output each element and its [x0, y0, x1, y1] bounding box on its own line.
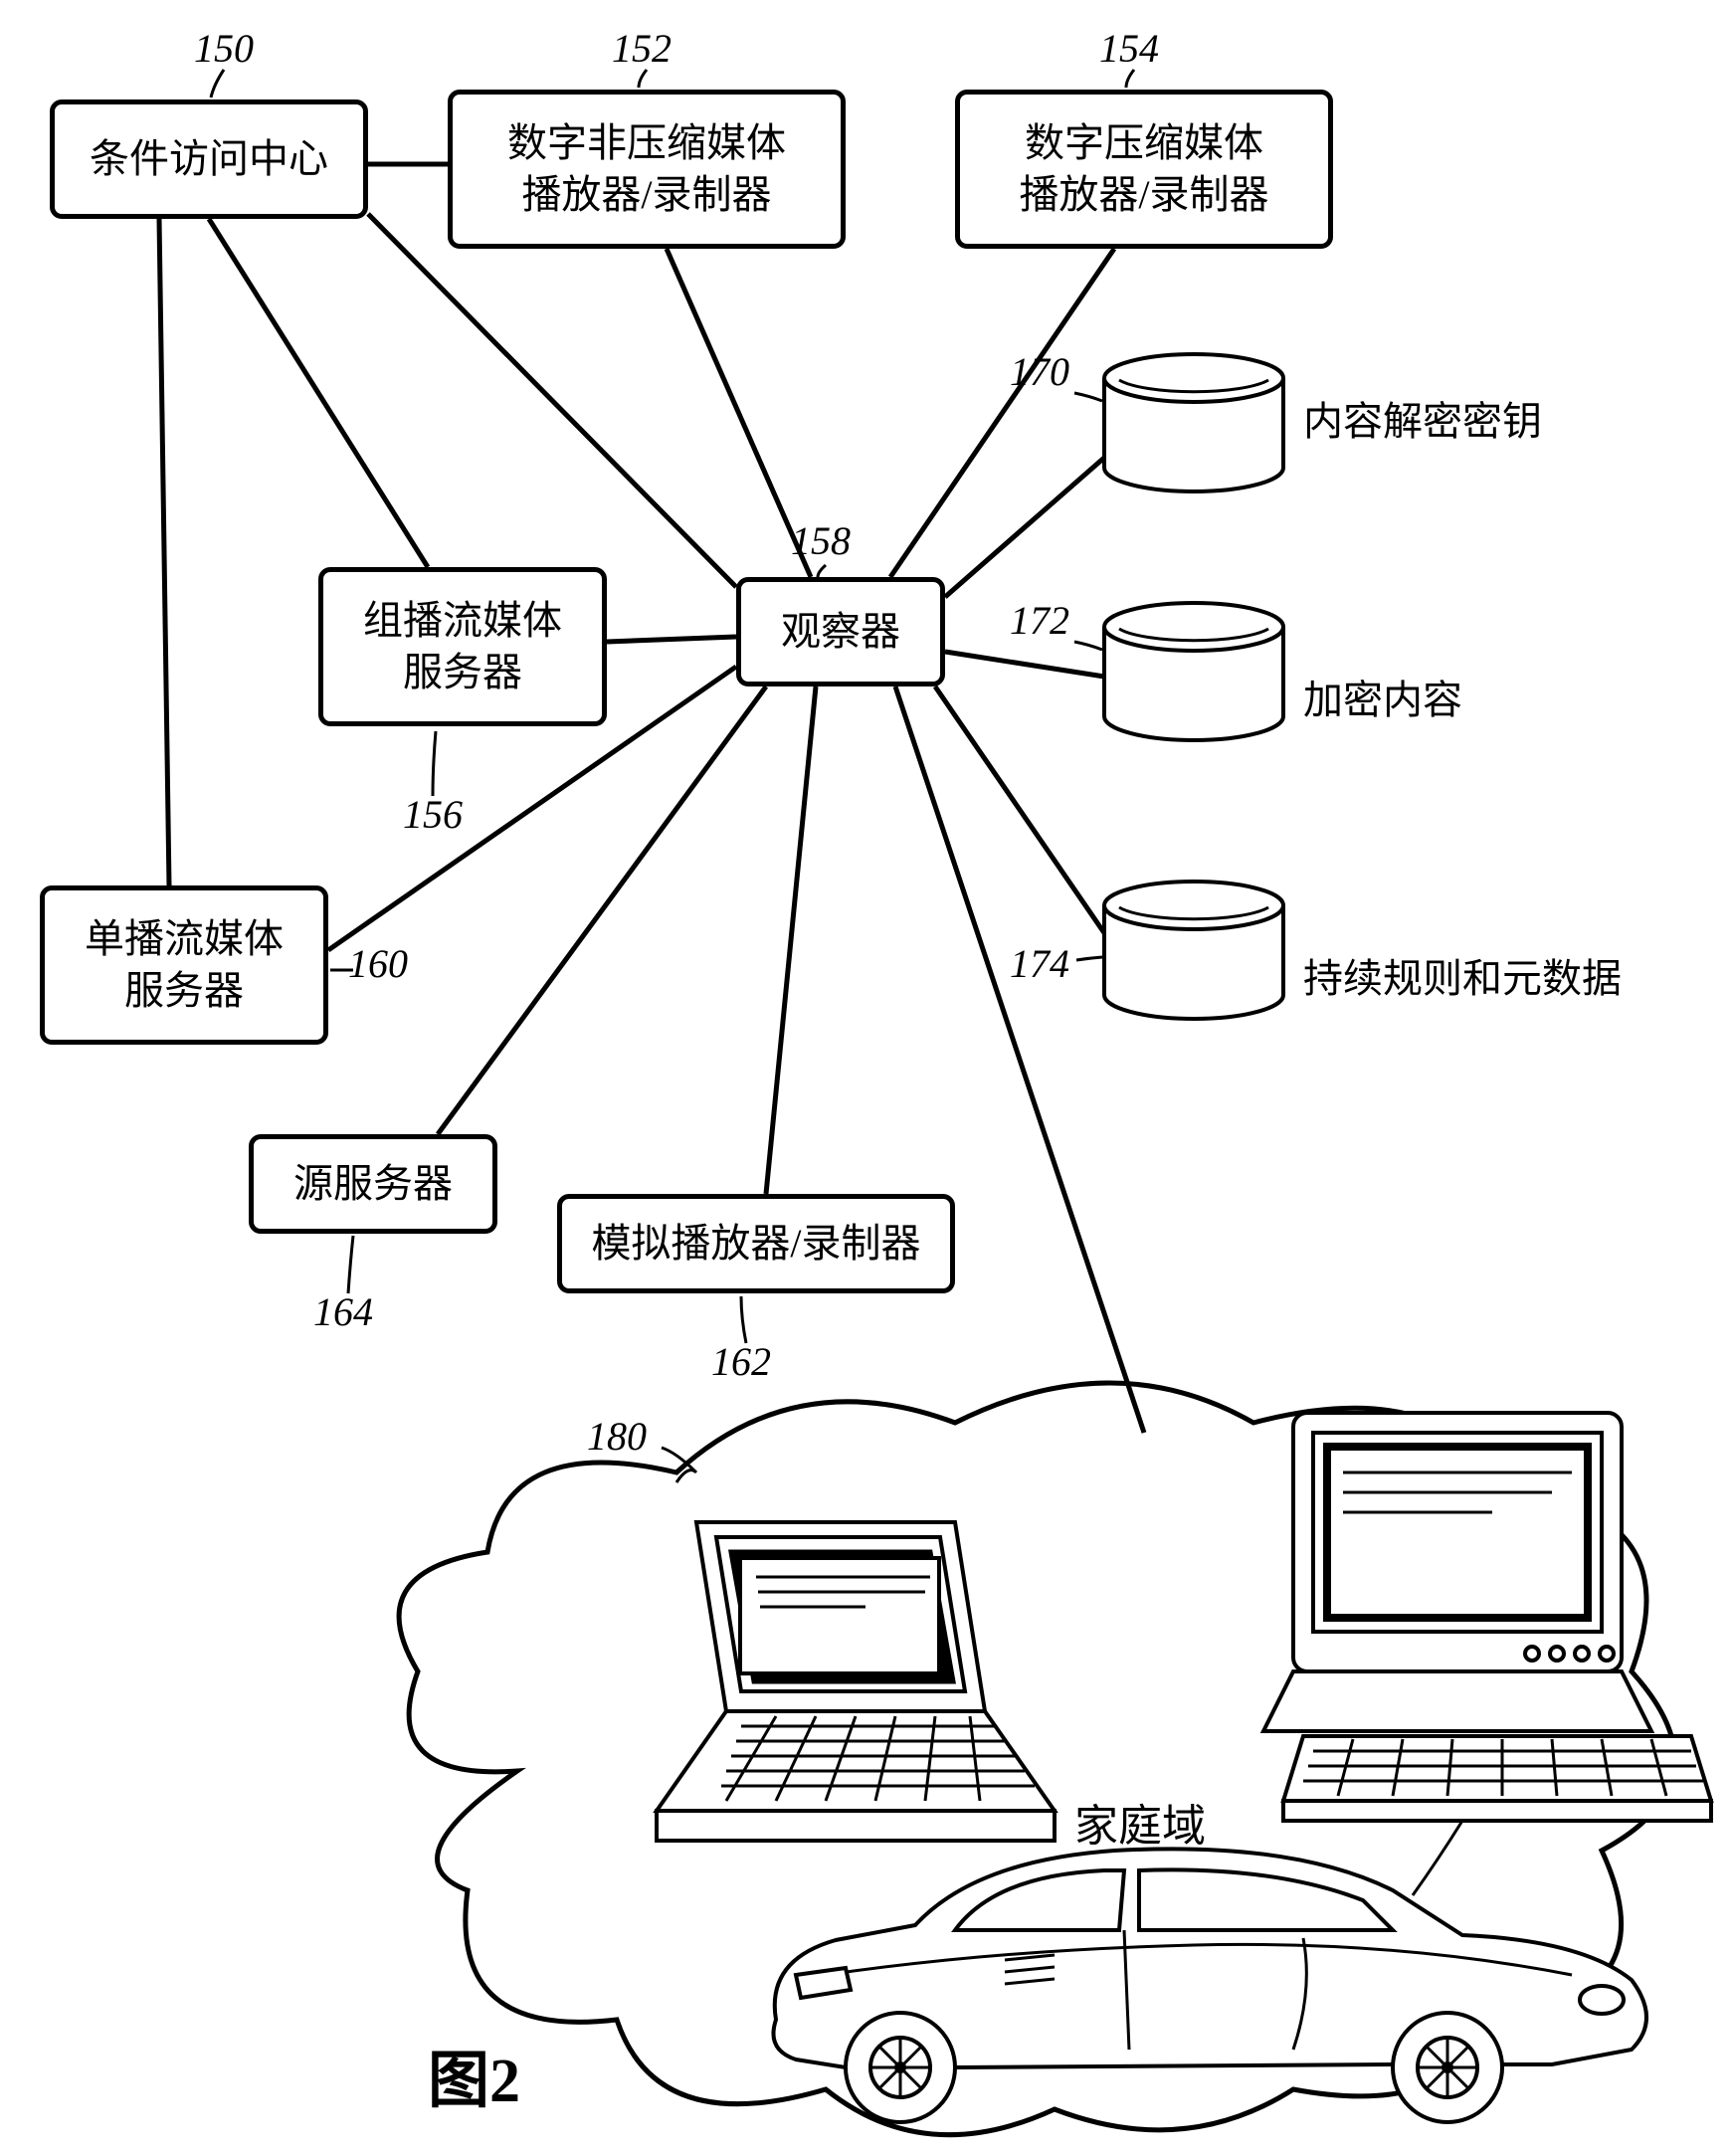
edge-158-154	[890, 249, 1114, 577]
node-label: 单播流媒体服务器	[85, 913, 284, 1017]
diagram-canvas: 条件访问中心 数字非压缩媒体播放器/录制器 数字压缩媒体播放器/录制器 组播流媒…	[0, 0, 1731, 2156]
edge-158-156	[607, 637, 736, 642]
node-conditional-access-center: 条件访问中心	[50, 99, 368, 219]
edge-158-172	[945, 652, 1104, 677]
tick-154	[1126, 70, 1134, 88]
edge-158-162	[766, 686, 816, 1194]
node-unicast-server: 单播流媒体服务器	[40, 885, 328, 1045]
node-label: 观察器	[781, 606, 900, 658]
edge-158-164	[438, 686, 766, 1134]
node-label: 组播流媒体服务器	[363, 595, 562, 698]
node-uncompressed-player: 数字非压缩媒体播放器/录制器	[448, 90, 846, 249]
tick-156	[433, 731, 436, 796]
tick-172	[1074, 642, 1102, 650]
ref-162: 162	[711, 1338, 771, 1385]
node-label: 数字非压缩媒体播放器/录制器	[507, 117, 786, 221]
ref-160: 160	[348, 940, 408, 987]
node-label: 条件访问中心	[90, 133, 328, 185]
cylinder-170	[1104, 354, 1283, 491]
edge-158-150	[368, 214, 736, 587]
tick-164	[348, 1236, 353, 1293]
ref-150: 150	[194, 25, 254, 72]
tick-180	[662, 1448, 696, 1482]
home-domain-label: 家庭域	[1074, 1801, 1206, 1854]
ref-156: 156	[403, 791, 463, 838]
node-analog-player: 模拟播放器/录制器	[557, 1194, 955, 1293]
node-label: 模拟播放器/录制器	[591, 1218, 920, 1270]
figure-caption: 图2	[428, 2030, 520, 2119]
node-compressed-player: 数字压缩媒体播放器/录制器	[955, 90, 1333, 249]
ref-172: 172	[1010, 597, 1069, 644]
edge-158-home	[895, 686, 1144, 1433]
ref-164: 164	[313, 1288, 373, 1335]
tick-158	[818, 565, 826, 577]
node-observer: 观察器	[736, 577, 945, 686]
car-icon	[774, 1821, 1647, 2122]
cyl-label-170: 内容解密密钥	[1303, 398, 1542, 446]
edge-158-152	[667, 249, 811, 577]
desktop-icon	[1263, 1413, 1711, 1821]
svg-layer	[0, 0, 1731, 2156]
node-label: 源服务器	[293, 1158, 453, 1210]
ref-180: 180	[587, 1413, 647, 1460]
edge-150-160	[159, 219, 169, 885]
cyl-label-174: 持续规则和元数据	[1303, 955, 1622, 1003]
tick-170	[1074, 393, 1102, 401]
node-multicast-server: 组播流媒体服务器	[318, 567, 607, 726]
node-origin-server: 源服务器	[249, 1134, 497, 1234]
laptop-icon	[657, 1522, 1055, 1841]
node-label: 数字压缩媒体播放器/录制器	[1019, 117, 1268, 221]
home-domain-cloud	[399, 1383, 1674, 2135]
cyl-label-172: 加密内容	[1303, 677, 1462, 724]
ref-174: 174	[1010, 940, 1069, 987]
ref-158: 158	[791, 517, 851, 564]
ref-170: 170	[1010, 348, 1069, 395]
cylinder-174	[1104, 882, 1283, 1019]
tick-162	[741, 1296, 746, 1343]
cylinder-172	[1104, 603, 1283, 740]
edge-150-156	[209, 219, 428, 567]
tick-150	[211, 70, 224, 98]
tick-174	[1076, 957, 1102, 960]
tick-152	[639, 70, 647, 88]
ref-152: 152	[612, 25, 672, 72]
ref-154: 154	[1099, 25, 1159, 72]
edge-158-174	[935, 686, 1109, 940]
edge-158-170	[945, 458, 1104, 597]
